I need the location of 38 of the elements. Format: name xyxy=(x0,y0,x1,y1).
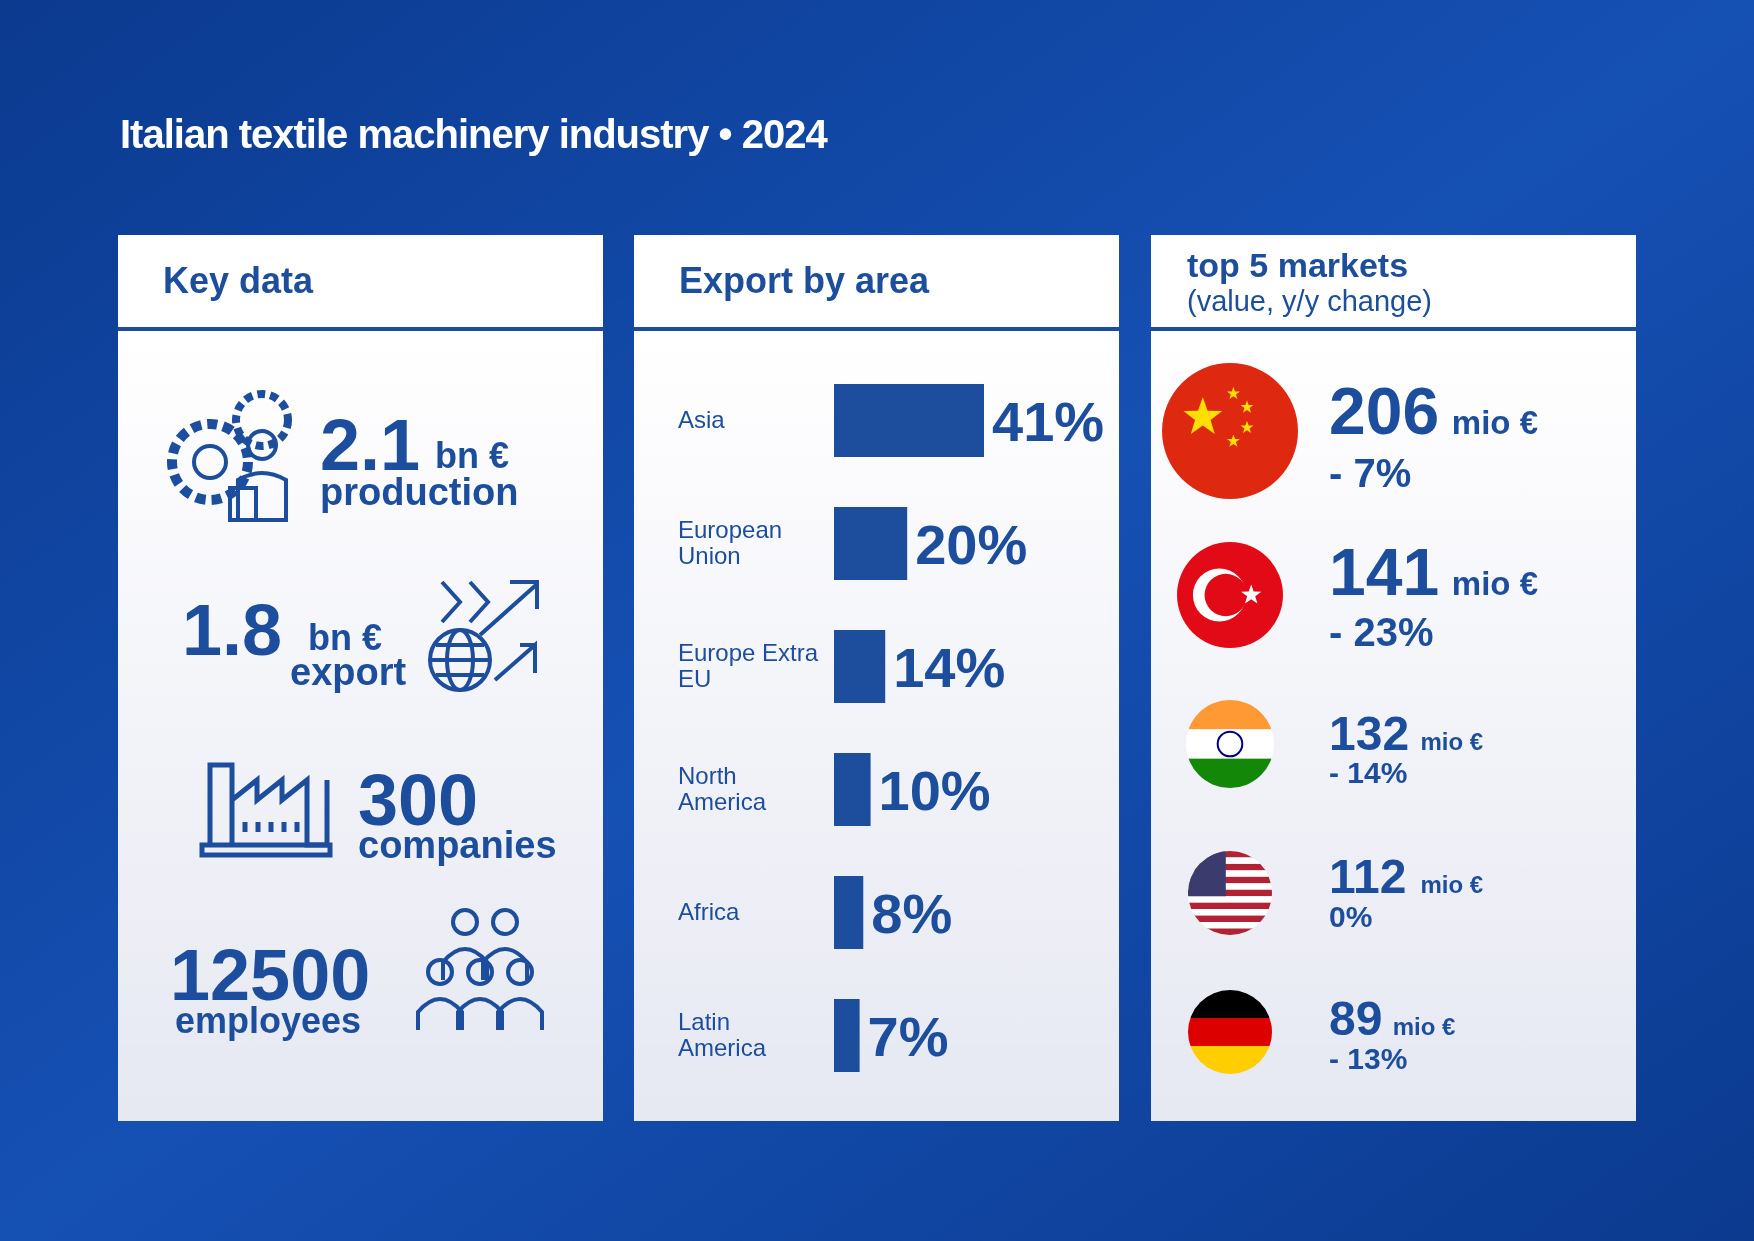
y-tick-label: Europe Extra EU xyxy=(678,639,819,692)
text: 206 xyxy=(1329,374,1440,448)
text: 89 xyxy=(1329,992,1383,1045)
y-tick-label: North America xyxy=(678,762,767,815)
text: (value, y/y change) xyxy=(1187,285,1433,317)
data-label: 7% xyxy=(867,1005,949,1068)
text: Key data xyxy=(163,260,315,301)
data-label: 20% xyxy=(915,513,1028,576)
y-tick-label: Asia xyxy=(678,406,726,433)
data-label: 14% xyxy=(893,636,1006,699)
bar xyxy=(834,384,984,457)
bar xyxy=(834,876,864,949)
data-label: 8% xyxy=(871,882,953,945)
text: mio € xyxy=(1392,1013,1456,1040)
data-label: 41% xyxy=(992,390,1105,453)
y-tick-label: Latin America xyxy=(678,1008,767,1061)
bar xyxy=(834,753,871,826)
text: 1.8 xyxy=(182,590,283,670)
text: Italian textile machinery industry • 2024 xyxy=(120,112,829,156)
text: 0% xyxy=(1329,900,1373,933)
text: - 23% xyxy=(1329,610,1434,654)
text: top 5 markets xyxy=(1187,246,1409,284)
bar xyxy=(834,630,886,703)
text: mio € xyxy=(1420,871,1484,898)
y-tick-label: European Union xyxy=(678,516,783,569)
text: 112 xyxy=(1329,850,1407,903)
text: bn € xyxy=(435,435,510,476)
text: 141 xyxy=(1329,535,1440,609)
text: mio € xyxy=(1451,404,1539,441)
y-tick-label: Africa xyxy=(678,898,740,925)
text: - 13% xyxy=(1329,1042,1408,1075)
data-label: 10% xyxy=(878,759,991,822)
text: mio € xyxy=(1420,728,1484,755)
text: - 7% xyxy=(1329,451,1412,495)
text: mio € xyxy=(1451,565,1539,602)
chart-title: Export by area xyxy=(679,260,931,301)
bar xyxy=(834,999,860,1072)
bar xyxy=(834,507,908,580)
